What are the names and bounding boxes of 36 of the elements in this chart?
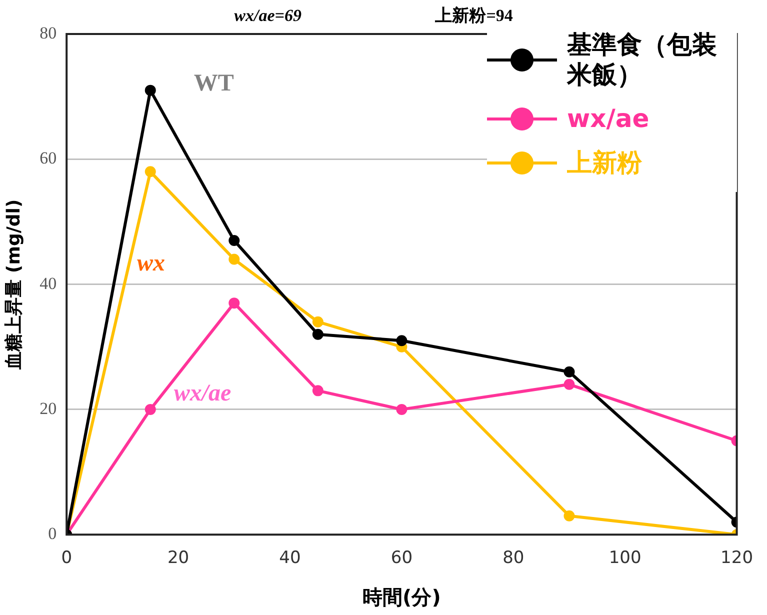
annotation: WT [194,70,234,96]
x-tick-label: 20 [167,548,190,568]
point [564,366,575,378]
y-tick-label: 40 [40,274,57,293]
point [144,84,156,96]
y-tick-label: 0 [48,524,57,544]
point [228,235,240,246]
y-tick-label: 20 [40,398,57,418]
point [564,510,575,522]
point [396,335,408,346]
point [564,378,575,390]
legend-label: wx/ae [567,104,650,134]
legend-label: 上新粉 [567,148,642,178]
x-tick-label: 80 [502,548,524,568]
point [312,316,324,328]
x-tick-label: 120 [720,548,754,568]
annotation: wx/ae [174,380,232,407]
x-axis-title: 時間(分) [362,585,441,610]
annotation: wx [136,250,165,276]
x-tick-label: 0 [61,548,72,568]
point [228,298,240,309]
x-tick-label: 100 [608,548,642,568]
x-tick-label: 60 [390,548,413,568]
point [396,404,408,415]
text: wx/ae=69 [234,6,302,25]
point [312,328,324,340]
point [312,385,324,396]
point [144,166,156,178]
y-axis-title: 血糖上昇量 (mg/dl) [3,199,24,370]
y-tick-label: 80 [40,23,57,42]
x-tick-label: 40 [279,548,301,568]
point [144,404,156,415]
text: 上新粉=94 [434,6,514,25]
legend-label: 基準食（包装米飯） [567,30,718,90]
point [228,254,240,265]
y-tick-label: 60 [40,148,57,168]
